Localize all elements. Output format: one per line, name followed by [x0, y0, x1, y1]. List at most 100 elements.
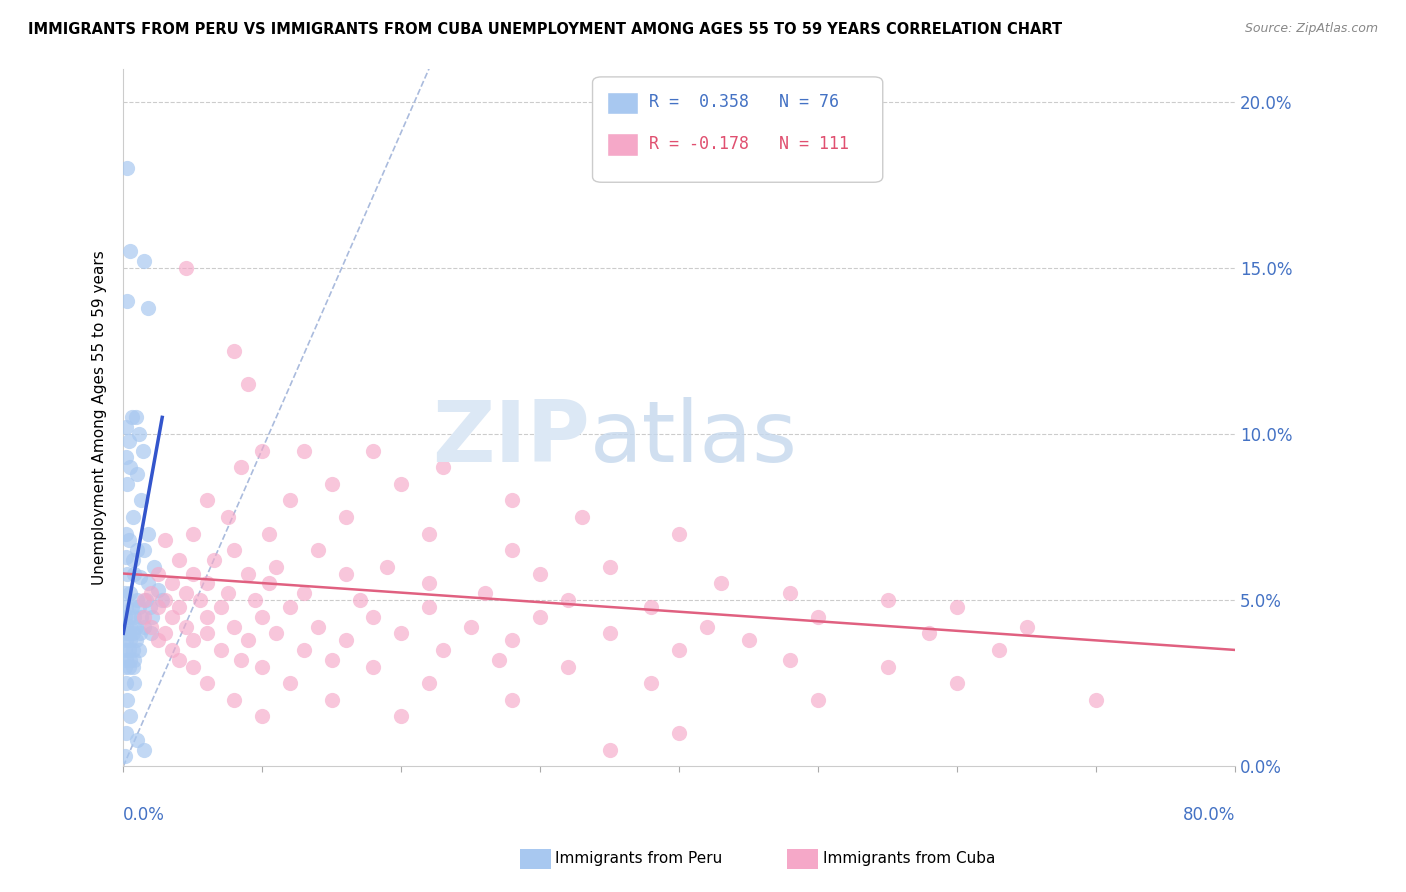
Point	[181, 526, 204, 541]
Point	[117, 294, 139, 309]
Point	[363, 659, 385, 673]
Point	[115, 526, 138, 541]
Point	[141, 609, 163, 624]
Point	[501, 632, 523, 647]
Point	[217, 586, 239, 600]
Point	[114, 749, 136, 764]
Point	[115, 632, 138, 647]
Point	[946, 676, 969, 690]
Point	[125, 410, 148, 425]
Point	[134, 543, 156, 558]
Point	[307, 543, 329, 558]
Point	[136, 301, 159, 315]
Point	[245, 593, 267, 607]
Point	[335, 632, 357, 647]
Text: ZIP: ZIP	[433, 397, 591, 480]
Y-axis label: Unemployment Among Ages 55 to 59 years: Unemployment Among Ages 55 to 59 years	[93, 250, 107, 585]
Point	[231, 653, 253, 667]
Point	[121, 410, 143, 425]
Point	[257, 526, 280, 541]
Point	[125, 620, 148, 634]
Point	[134, 620, 156, 634]
Point	[160, 643, 183, 657]
Point	[557, 593, 579, 607]
Point	[114, 586, 136, 600]
Point	[335, 510, 357, 524]
FancyBboxPatch shape	[592, 77, 883, 182]
Text: 80.0%: 80.0%	[1182, 806, 1236, 824]
Point	[987, 643, 1010, 657]
Point	[142, 560, 165, 574]
Text: IMMIGRANTS FROM PERU VS IMMIGRANTS FROM CUBA UNEMPLOYMENT AMONG AGES 55 TO 59 YE: IMMIGRANTS FROM PERU VS IMMIGRANTS FROM …	[28, 22, 1063, 37]
Point	[292, 586, 315, 600]
Point	[209, 599, 232, 614]
Point	[264, 626, 287, 640]
Point	[153, 593, 176, 607]
Point	[307, 620, 329, 634]
Point	[195, 676, 218, 690]
Point	[668, 526, 690, 541]
Point	[779, 653, 801, 667]
Point	[195, 626, 218, 640]
Point	[217, 510, 239, 524]
Point	[335, 566, 357, 581]
Point	[134, 593, 156, 607]
Point	[876, 593, 898, 607]
Point	[195, 576, 218, 591]
Point	[876, 659, 898, 673]
Point	[115, 726, 138, 740]
Point	[118, 609, 141, 624]
Point	[238, 632, 260, 647]
Point	[128, 643, 150, 657]
Point	[599, 626, 621, 640]
Point	[224, 343, 246, 358]
Point	[224, 620, 246, 634]
Point	[460, 620, 482, 634]
Point	[209, 643, 232, 657]
Point	[202, 553, 225, 567]
Point	[153, 533, 176, 548]
Point	[252, 443, 274, 458]
Point	[167, 599, 190, 614]
Point	[257, 576, 280, 591]
Point	[118, 626, 141, 640]
Point	[1085, 693, 1108, 707]
Point	[418, 599, 440, 614]
Point	[195, 493, 218, 508]
Point	[115, 420, 138, 434]
Point	[136, 526, 159, 541]
Point	[501, 693, 523, 707]
Point	[389, 709, 412, 723]
Point	[640, 599, 662, 614]
Point	[124, 566, 146, 581]
Point	[418, 576, 440, 591]
Text: Immigrants from Peru: Immigrants from Peru	[555, 851, 723, 865]
Point	[121, 599, 143, 614]
Text: 0.0%: 0.0%	[124, 806, 165, 824]
Point	[501, 543, 523, 558]
Point	[117, 476, 139, 491]
Point	[115, 450, 138, 465]
Point	[738, 632, 761, 647]
Point	[167, 653, 190, 667]
Point	[292, 443, 315, 458]
Point	[114, 609, 136, 624]
Point	[118, 533, 141, 548]
Point	[167, 553, 190, 567]
Point	[122, 659, 145, 673]
Point	[571, 510, 593, 524]
Point	[131, 609, 153, 624]
Point	[127, 467, 149, 481]
Point	[668, 726, 690, 740]
Point	[160, 576, 183, 591]
Point	[118, 643, 141, 657]
Point	[321, 476, 343, 491]
Point	[363, 609, 385, 624]
Point	[120, 620, 142, 634]
Point	[432, 643, 454, 657]
Point	[181, 566, 204, 581]
Point	[131, 493, 153, 508]
Text: R =  0.358   N = 76: R = 0.358 N = 76	[650, 93, 839, 111]
Point	[238, 377, 260, 392]
Point	[181, 632, 204, 647]
